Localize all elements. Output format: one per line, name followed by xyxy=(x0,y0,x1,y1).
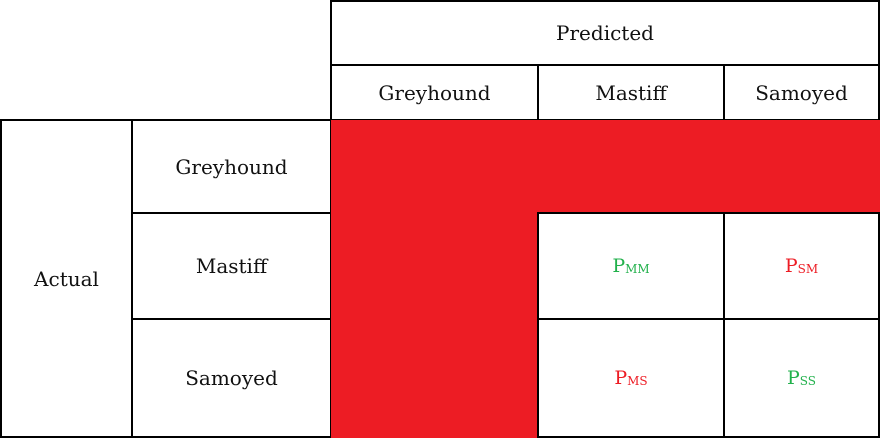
column-header-samoyed: Samoyed xyxy=(723,64,880,121)
column-label: Greyhound xyxy=(378,80,491,105)
cell-mastiff-mastiff: PMM xyxy=(537,212,725,320)
row-header-mastiff: Mastiff xyxy=(131,212,332,320)
cell-value: PMM xyxy=(612,255,650,277)
row-header-greyhound: Greyhound xyxy=(131,119,332,214)
cell-value: PSM xyxy=(784,255,819,277)
column-header-greyhound: Greyhound xyxy=(330,64,539,121)
column-label: Mastiff xyxy=(595,80,667,105)
column-label: Samoyed xyxy=(755,80,848,105)
actual-header: Actual xyxy=(0,119,133,438)
cell-value: PSS xyxy=(786,367,817,389)
row-label: Mastiff xyxy=(195,254,268,278)
greyhound-column-highlight xyxy=(331,120,537,438)
cell-value: PMS xyxy=(614,367,648,389)
row-label: Greyhound xyxy=(175,154,288,179)
row-label: Samoyed xyxy=(185,366,278,390)
cell-samoyed-mastiff: PMS xyxy=(537,318,725,438)
predicted-header: Predicted xyxy=(330,0,880,66)
predicted-label: Predicted xyxy=(556,21,654,45)
actual-label: Actual xyxy=(34,266,99,291)
cell-samoyed-samoyed: PSS xyxy=(723,318,880,438)
cell-mastiff-samoyed: PSM xyxy=(723,212,880,320)
column-header-mastiff: Mastiff xyxy=(537,64,725,121)
row-header-samoyed: Samoyed xyxy=(131,318,332,438)
